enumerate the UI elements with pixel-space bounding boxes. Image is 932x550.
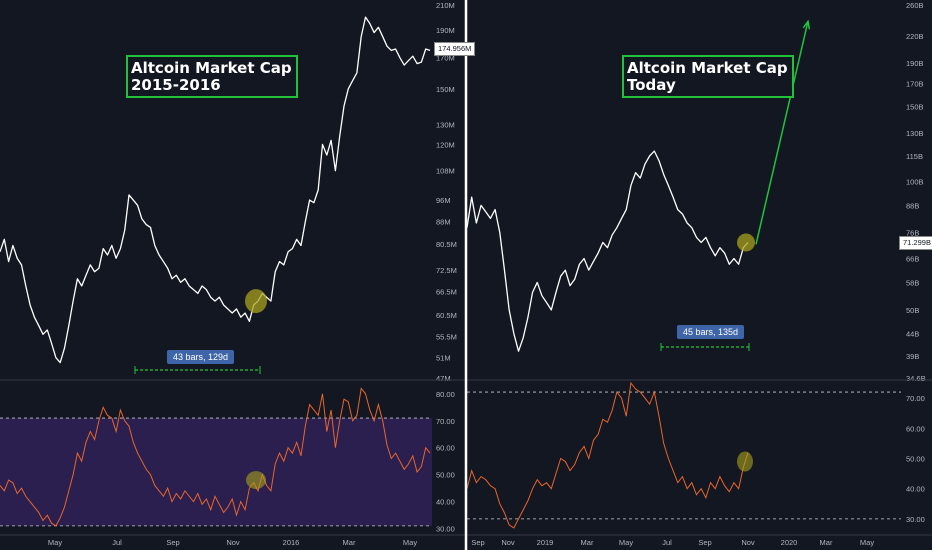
right-rsi-y-tick: 30.00	[906, 515, 925, 524]
left-y-tick: 190M	[436, 26, 455, 35]
left-rsi-highlight-circle	[246, 471, 266, 490]
left-last-price-tag: 174.956M	[434, 42, 476, 56]
right-y-tick: 88B	[906, 201, 919, 210]
left-y-tick: 150M	[436, 85, 455, 94]
left-rsi-y-tick: 80.00	[436, 390, 455, 399]
left-y-tick: 108M	[436, 167, 455, 176]
left-rsi-y-tick: 70.00	[436, 417, 455, 426]
left-price-line	[0, 16, 431, 364]
left-x-tick: 2016	[283, 538, 300, 547]
left-annotation-box: Altcoin Market Cap 2015-2016	[126, 55, 298, 98]
left-y-tick: 55.5M	[436, 333, 457, 342]
right-x-tick: May	[860, 538, 874, 547]
left-y-tick: 120M	[436, 140, 455, 149]
left-rsi-y-tick: 30.00	[436, 525, 455, 534]
right-x-tick: Mar	[820, 538, 833, 547]
left-y-tick: 66.5M	[436, 288, 457, 297]
left-rsi-y-tick: 40.00	[436, 498, 455, 507]
left-x-tick: Sep	[166, 538, 179, 547]
right-rsi-y-tick: 50.00	[906, 455, 925, 464]
right-y-tick: 260B	[906, 1, 924, 10]
right-y-tick: 34.6B	[906, 374, 926, 383]
right-rsi-line	[466, 381, 749, 529]
right-y-tick: 115B	[906, 152, 923, 161]
right-y-tick: 190B	[906, 59, 924, 68]
right-y-tick: 150B	[906, 103, 924, 112]
left-y-tick: 80.5M	[436, 240, 457, 249]
right-y-tick: 39B	[906, 352, 919, 361]
left-measure-label: 43 bars, 129d	[167, 350, 235, 364]
left-price-highlight-circle	[245, 289, 267, 314]
left-rsi-y-tick: 50.00	[436, 471, 455, 480]
right-y-tick: 130B	[906, 129, 924, 138]
right-y-tick: 50B	[906, 306, 919, 315]
left-rsi-band	[0, 418, 432, 526]
left-y-tick: 96M	[436, 196, 451, 205]
right-measure-label: 45 bars, 135d	[677, 325, 745, 339]
right-rsi-y-tick: 40.00	[906, 485, 925, 494]
right-y-tick: 58B	[906, 278, 919, 287]
right-y-tick: 170B	[906, 80, 924, 89]
left-rsi-y-tick: 60.00	[436, 444, 455, 453]
right-y-tick: 100B	[906, 178, 924, 187]
left-y-tick: 47M	[436, 374, 451, 383]
left-y-tick: 60.5M	[436, 311, 457, 320]
right-x-tick: May	[619, 538, 633, 547]
right-x-tick: 2019	[537, 538, 554, 547]
right-rsi-y-tick: 70.00	[906, 394, 925, 403]
left-y-tick: 88M	[436, 218, 451, 227]
left-x-tick: May	[48, 538, 62, 547]
right-x-tick: Mar	[581, 538, 594, 547]
left-x-tick: Nov	[226, 538, 240, 547]
left-rsi-line	[0, 387, 431, 527]
left-y-tick: 72.5M	[436, 266, 457, 275]
projection-arrow-head	[802, 19, 811, 30]
right-x-tick: Nov	[741, 538, 755, 547]
right-x-tick: Nov	[501, 538, 515, 547]
right-price-line	[466, 150, 749, 352]
right-annotation-box: Altcoin Market Cap Today	[622, 55, 794, 98]
right-x-tick: 2020	[781, 538, 798, 547]
right-y-tick: 76B	[906, 228, 919, 237]
left-y-tick: 130M	[436, 120, 455, 129]
left-y-tick: 170M	[436, 54, 455, 63]
projection-arrow-line	[755, 21, 809, 245]
right-y-tick: 44B	[906, 330, 919, 339]
right-x-tick: Jul	[662, 538, 672, 547]
right-x-tick: Sep	[471, 538, 484, 547]
left-x-tick: May	[403, 538, 417, 547]
right-last-price-tag: 71.299B	[899, 236, 932, 250]
right-x-tick: Sep	[698, 538, 711, 547]
right-price-highlight-circle	[737, 233, 755, 252]
left-y-tick: 51M	[436, 354, 451, 363]
left-x-tick: Mar	[343, 538, 356, 547]
right-rsi-y-tick: 60.00	[906, 424, 925, 433]
right-y-tick: 220B	[906, 32, 924, 41]
right-rsi-highlight-circle	[737, 451, 753, 472]
right-y-tick: 66B	[906, 255, 919, 264]
left-x-tick: Jul	[112, 538, 122, 547]
left-y-tick: 210M	[436, 1, 455, 10]
